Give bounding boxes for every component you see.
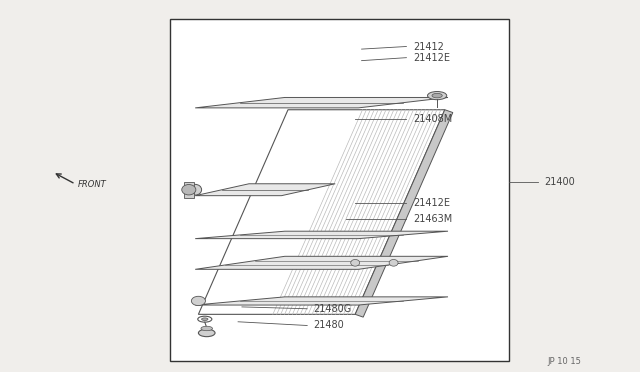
Polygon shape bbox=[195, 231, 448, 239]
Polygon shape bbox=[195, 297, 448, 305]
Bar bbox=[184, 182, 194, 198]
Bar bbox=[170, 19, 509, 361]
Polygon shape bbox=[195, 184, 335, 196]
Text: 21408M: 21408M bbox=[413, 114, 452, 124]
Text: FRONT: FRONT bbox=[78, 180, 107, 189]
Text: 21480G: 21480G bbox=[314, 304, 352, 314]
Text: 21400: 21400 bbox=[544, 177, 575, 187]
Ellipse shape bbox=[191, 296, 205, 306]
Polygon shape bbox=[355, 110, 453, 317]
Text: 21463M: 21463M bbox=[413, 215, 452, 224]
Text: 21480: 21480 bbox=[314, 321, 344, 330]
Ellipse shape bbox=[428, 92, 447, 100]
Text: 21412E: 21412E bbox=[413, 53, 450, 62]
Ellipse shape bbox=[201, 326, 212, 331]
Text: 21412: 21412 bbox=[413, 42, 444, 51]
Ellipse shape bbox=[198, 329, 215, 337]
Polygon shape bbox=[198, 110, 445, 314]
Ellipse shape bbox=[351, 260, 360, 266]
Text: 21412E: 21412E bbox=[413, 198, 450, 208]
Text: JP 10 15: JP 10 15 bbox=[547, 357, 581, 366]
Ellipse shape bbox=[198, 316, 212, 322]
Ellipse shape bbox=[189, 185, 202, 195]
Ellipse shape bbox=[389, 260, 398, 266]
Polygon shape bbox=[195, 256, 448, 269]
Ellipse shape bbox=[202, 318, 208, 321]
Polygon shape bbox=[195, 97, 448, 108]
Ellipse shape bbox=[182, 185, 196, 195]
Ellipse shape bbox=[432, 93, 442, 98]
